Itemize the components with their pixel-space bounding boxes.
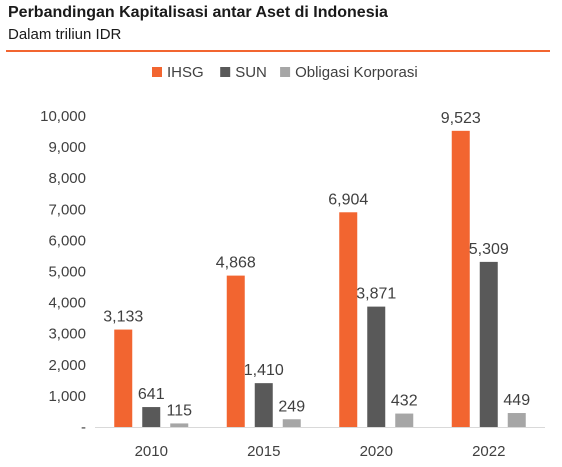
data-label: 641 bbox=[138, 386, 165, 403]
y-tick-label: 6,000 bbox=[48, 232, 86, 249]
data-label: 3,133 bbox=[103, 309, 143, 326]
y-tick-label: 1,000 bbox=[48, 388, 86, 405]
x-tick-label: 2015 bbox=[247, 443, 280, 460]
bar-obligasi-korporasi-2010 bbox=[170, 423, 189, 427]
y-tick-label: - bbox=[81, 419, 86, 436]
y-tick-label: 3,000 bbox=[48, 326, 86, 343]
data-label: 9,523 bbox=[441, 110, 481, 127]
legend-label: IHSG bbox=[167, 64, 204, 81]
bar-ihsg-2022 bbox=[451, 130, 470, 427]
y-tick-label: 5,000 bbox=[48, 264, 86, 281]
bar-sun-2010 bbox=[142, 407, 161, 427]
x-tick-label: 2010 bbox=[135, 443, 168, 460]
legend-swatch-sun bbox=[220, 67, 231, 77]
x-tick-label: 2020 bbox=[360, 443, 393, 460]
bar-obligasi-korporasi-2020 bbox=[395, 413, 414, 427]
data-label: 6,904 bbox=[328, 191, 368, 208]
data-label: 249 bbox=[278, 398, 305, 415]
bar-ihsg-2010 bbox=[114, 329, 133, 427]
bar-ihsg-2020 bbox=[339, 212, 358, 427]
data-label: 432 bbox=[391, 393, 418, 410]
y-tick-label: 10,000 bbox=[40, 108, 86, 125]
data-label: 3,871 bbox=[356, 286, 396, 303]
data-label: 4,868 bbox=[216, 255, 256, 272]
legend-swatch-obligasi-korporasi bbox=[280, 67, 291, 77]
chart-subtitle: Dalam triliun IDR bbox=[8, 26, 122, 43]
y-tick-label: 8,000 bbox=[48, 170, 86, 187]
bar-obligasi-korporasi-2015 bbox=[282, 419, 301, 427]
data-label: 5,309 bbox=[469, 241, 509, 258]
x-tick-label: 2022 bbox=[472, 443, 505, 460]
bar-obligasi-korporasi-2022 bbox=[507, 413, 526, 427]
bar-ihsg-2015 bbox=[226, 275, 245, 427]
y-tick-label: 2,000 bbox=[48, 357, 86, 374]
bar-sun-2020 bbox=[367, 306, 386, 427]
y-tick-label: 9,000 bbox=[48, 139, 86, 156]
data-label: 1,410 bbox=[244, 362, 284, 379]
data-label: 449 bbox=[503, 392, 530, 409]
y-tick-label: 7,000 bbox=[48, 201, 86, 218]
title-divider bbox=[6, 50, 550, 52]
bar-sun-2022 bbox=[479, 261, 498, 427]
legend-label: SUN bbox=[235, 64, 267, 81]
chart-title: Perbandingan Kapitalisasi antar Aset di … bbox=[8, 4, 388, 21]
y-tick-label: 4,000 bbox=[48, 295, 86, 312]
bar-sun-2015 bbox=[254, 383, 273, 427]
legend-label: Obligasi Korporasi bbox=[295, 64, 418, 81]
legend-swatch-ihsg bbox=[152, 67, 162, 77]
data-label: 115 bbox=[166, 402, 192, 419]
